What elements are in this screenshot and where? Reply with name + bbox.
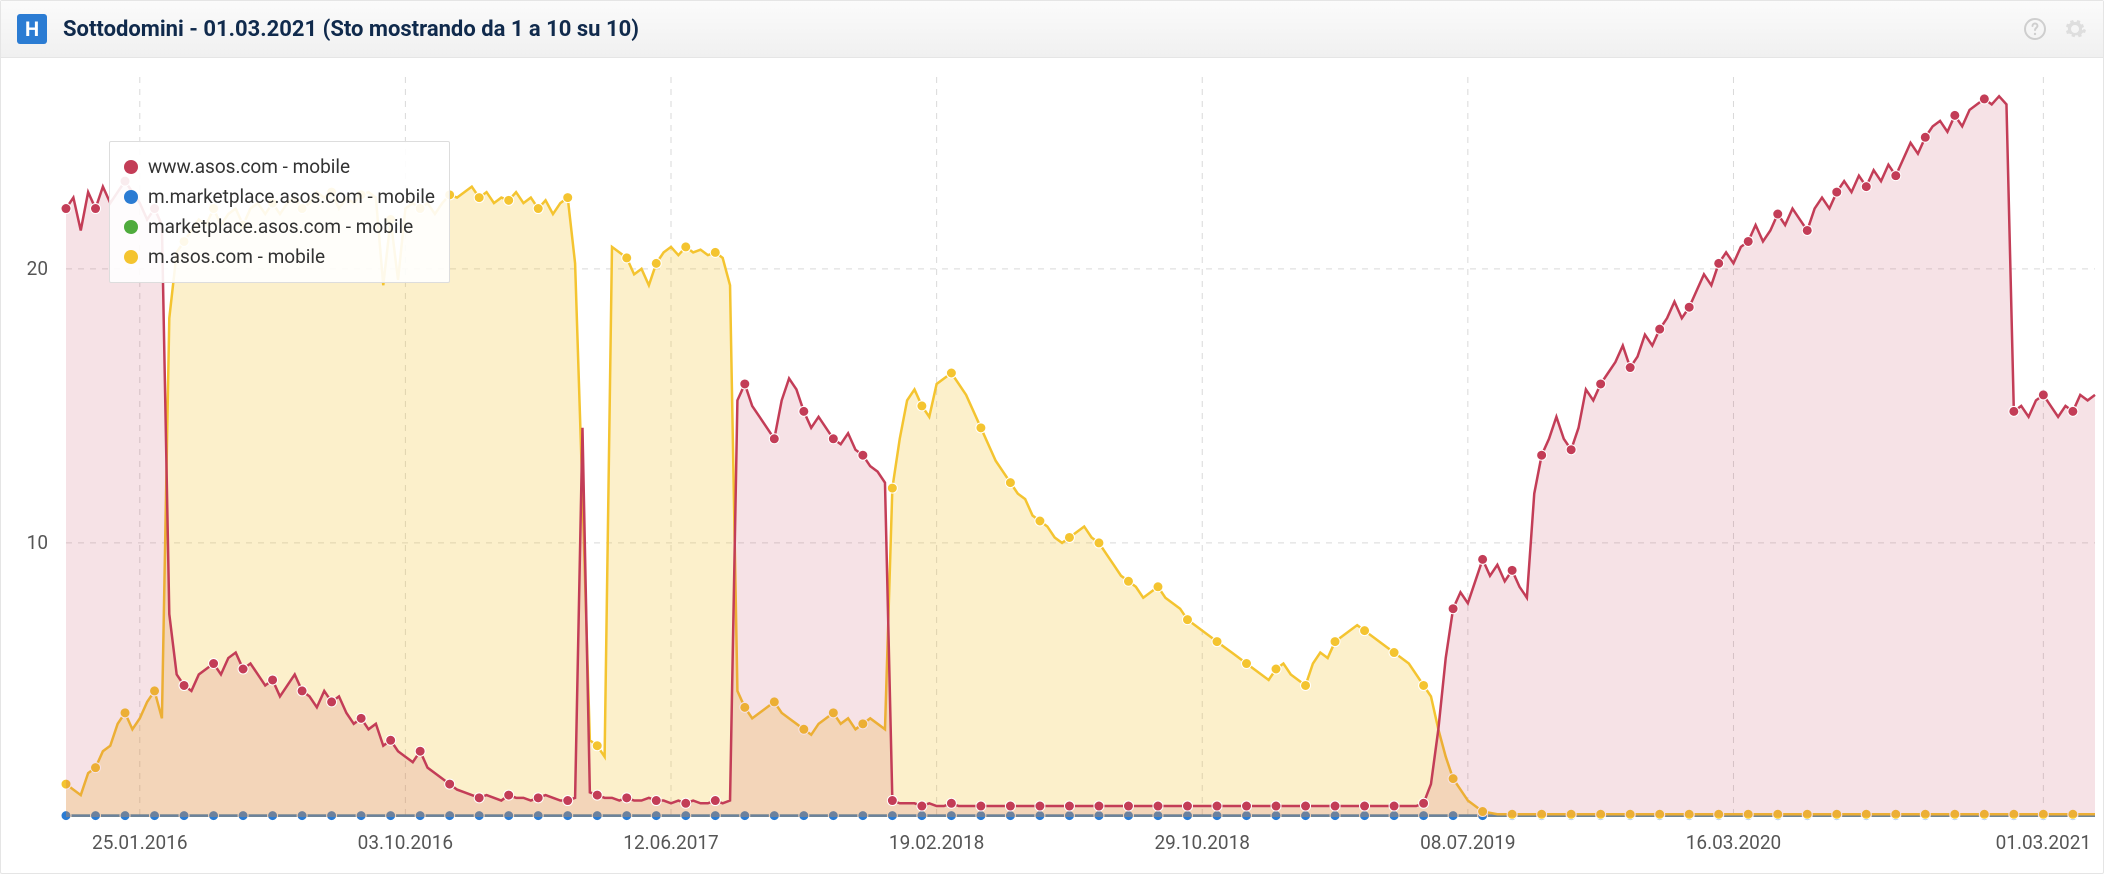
legend-item[interactable]: www.asos.com - mobile: [124, 152, 435, 182]
legend-item[interactable]: marketplace.asos.com - mobile: [124, 212, 435, 242]
legend-item[interactable]: m.marketplace.asos.com - mobile: [124, 182, 435, 212]
chart-legend: www.asos.com - mobilem.marketplace.asos.…: [109, 141, 450, 283]
panel-logo-icon: H: [17, 14, 47, 44]
svg-text:12.06.2017: 12.06.2017: [623, 831, 718, 854]
gear-icon[interactable]: [2063, 17, 2087, 41]
chart-panel: H Sottodomini - 01.03.2021 (Sto mostrand…: [0, 0, 2104, 874]
legend-label: m.asos.com - mobile: [148, 242, 325, 272]
chart-area: 10 20 25.01.2016 03.10.2016 12.06.2017 19.02.…: [1, 57, 2103, 873]
svg-text:25.01.2016: 25.01.2016: [92, 831, 187, 854]
legend-color-dot: [124, 160, 138, 174]
svg-text:20: 20: [27, 257, 48, 280]
legend-color-dot: [124, 190, 138, 204]
svg-text:19.02.2018: 19.02.2018: [889, 831, 984, 854]
legend-label: marketplace.asos.com - mobile: [148, 212, 413, 242]
legend-color-dot: [124, 250, 138, 264]
help-icon[interactable]: [2023, 17, 2047, 41]
panel-header: H Sottodomini - 01.03.2021 (Sto mostrand…: [1, 1, 2103, 58]
svg-text:29.10.2018: 29.10.2018: [1155, 831, 1250, 854]
legend-label: m.marketplace.asos.com - mobile: [148, 182, 435, 212]
legend-color-dot: [124, 220, 138, 234]
legend-label: www.asos.com - mobile: [148, 152, 350, 182]
svg-text:03.10.2016: 03.10.2016: [358, 831, 453, 854]
panel-title: Sottodomini - 01.03.2021 (Sto mostrando …: [63, 17, 639, 42]
svg-text:10: 10: [27, 531, 48, 554]
svg-text:16.03.2020: 16.03.2020: [1686, 831, 1781, 854]
svg-text:08.07.2019: 08.07.2019: [1420, 831, 1515, 854]
legend-item[interactable]: m.asos.com - mobile: [124, 242, 435, 272]
svg-text:01.03.2021: 01.03.2021: [1996, 831, 2091, 854]
